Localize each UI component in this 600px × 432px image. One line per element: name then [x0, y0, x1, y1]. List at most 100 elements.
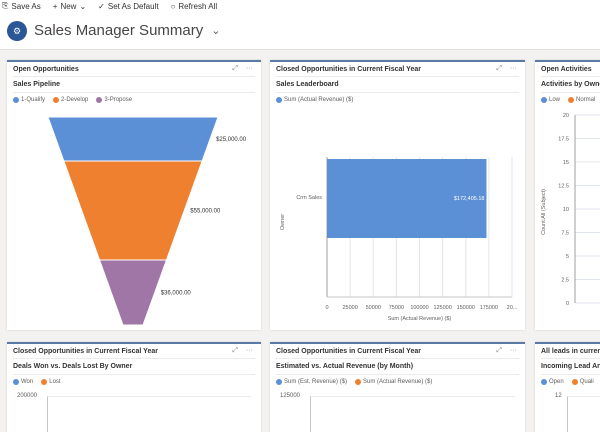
expand-icon[interactable]: ⤢	[232, 347, 238, 354]
title-row: Sales Manager Summary ⌄	[34, 22, 220, 39]
legend-dot-icon	[541, 379, 547, 385]
legend-dot-icon	[568, 97, 575, 103]
legend-item[interactable]: Normal	[568, 97, 595, 103]
expand-icon[interactable]: ⤢	[496, 347, 502, 354]
legend-dot-icon	[53, 97, 60, 103]
legend-dot-icon	[41, 379, 48, 385]
dashboard-card: Closed Opportunities in Current Fiscal Y…	[270, 60, 525, 330]
data-label: $55,000.00	[190, 209, 221, 215]
legend-item[interactable]: Won	[13, 379, 33, 385]
dashboard-selector-chevron-icon[interactable]: ⌄	[211, 25, 221, 37]
divider	[13, 92, 255, 93]
legend-item[interactable]: Quali	[571, 379, 594, 385]
chart-title: Sales Pipeline	[13, 81, 61, 88]
y-category-label: Crm Sales	[296, 195, 322, 201]
x-tick-label: 150000	[457, 305, 475, 311]
legend-item[interactable]: 2-Develop	[53, 97, 88, 103]
dashboard-icon: ⚙	[7, 21, 27, 41]
divider	[541, 358, 600, 359]
y-tick-label: 12	[555, 393, 562, 399]
set-as-default-button[interactable]: ✓ Set As Default	[98, 1, 159, 11]
chart-title: Incoming Lead Ana	[541, 363, 600, 370]
chart: $25,000.00 $55,000.00 $36,000.00	[47, 116, 247, 326]
legend-item[interactable]: Low	[541, 97, 560, 103]
y-tick-label: 0	[566, 301, 569, 307]
chart-axis	[567, 396, 600, 432]
chart-axis	[47, 396, 251, 432]
save-as-icon: ⎘	[2, 1, 9, 10]
y-tick-label: 10	[563, 207, 569, 213]
legend-item[interactable]: Sum (Est. Revenue) ($)	[276, 379, 347, 385]
data-label: $25,000.00	[216, 137, 247, 143]
check-icon: ✓	[98, 1, 105, 11]
legend-dot-icon	[571, 379, 578, 385]
x-tick-label: 175000	[480, 305, 498, 311]
legend-dot-icon	[355, 379, 362, 385]
divider	[541, 76, 600, 77]
card-header: Open Activities	[541, 66, 592, 73]
more-options-icon[interactable]: ···	[510, 347, 517, 354]
y-tick-label: 17.5	[558, 137, 569, 143]
more-options-icon[interactable]: ···	[246, 65, 253, 72]
x-tick-label: 0	[325, 305, 328, 311]
legend-item[interactable]: Open	[541, 379, 564, 385]
chart-legend: Won Lost	[13, 379, 61, 385]
legend-dot-icon	[541, 97, 547, 103]
chart	[270, 344, 525, 432]
new-button[interactable]: + New ⌄	[52, 1, 87, 11]
chart	[7, 344, 261, 432]
y-tick-label: 125000	[280, 393, 301, 399]
divider	[541, 374, 600, 375]
chart-legend: Sum (Actual Revenue) ($)	[276, 97, 353, 103]
card-header: Closed Opportunities in Current Fiscal Y…	[276, 348, 421, 355]
divider	[276, 374, 519, 375]
divider	[541, 92, 600, 93]
chart-title: Sales Leaderboard	[276, 81, 339, 88]
expand-icon[interactable]: ⤢	[232, 65, 238, 72]
x-tick-label: 20...	[507, 305, 518, 311]
chart-legend: 1-Qualify 2-Develop 3-Propose	[13, 97, 132, 103]
legend-item[interactable]: Lost	[41, 379, 61, 385]
funnel-segment	[47, 116, 219, 162]
chart: 0 25000 50000 75000 100000 125000 150000 175000…	[280, 157, 518, 322]
refresh-all-button[interactable]: ○ Refresh All	[170, 1, 218, 11]
more-options-icon[interactable]: ···	[246, 347, 253, 354]
command-bar: ⎘ Save As + New ⌄ ✓ Set As Default ○ Refresh …	[0, 0, 600, 12]
x-tick-label: 25000	[342, 305, 357, 311]
y-axis-title: Owner	[280, 214, 286, 230]
y-tick-label: 200000	[17, 393, 38, 399]
more-options-icon[interactable]: ···	[510, 65, 517, 72]
card-header: Open Opportunities	[13, 66, 79, 73]
x-tick-label: 50000	[366, 305, 381, 311]
legend-item[interactable]: 3-Propose	[96, 97, 132, 103]
chart-axis	[310, 396, 515, 432]
chart: 0 2.5 5 7.5 10 12.5 15 17.5 20 Count:All (Subject…	[541, 113, 600, 307]
divider	[276, 358, 519, 359]
bar-value-label: $172,405.18	[454, 196, 485, 202]
save-as-button[interactable]: ⎘ Save As	[2, 1, 41, 11]
data-label: $36,000.00	[161, 291, 192, 297]
y-tick-label: 2.5	[561, 278, 569, 284]
divider	[13, 76, 255, 77]
x-tick-label: 125000	[433, 305, 451, 311]
legend-item[interactable]: 1-Qualify	[13, 97, 45, 103]
y-tick-label: 20	[563, 113, 569, 119]
funnel-segment	[63, 160, 203, 261]
x-tick-label: 100000	[410, 305, 428, 311]
dashboard-card: Closed Opportunities in Current Fiscal Y…	[7, 342, 261, 432]
divider	[276, 76, 519, 77]
chevron-down-icon[interactable]: ⌄	[79, 1, 87, 11]
divider	[13, 374, 255, 375]
dashboard-card: Closed Opportunities in Current Fiscal Y…	[270, 342, 525, 432]
dashboard-header: ⚙ Sales Manager Summary ⌄	[0, 12, 600, 50]
legend-dot-icon	[13, 97, 19, 103]
bar	[327, 159, 487, 238]
legend-item[interactable]: Sum (Actual Revenue) ($)	[276, 97, 353, 103]
chart-legend: Low Normal	[541, 97, 595, 103]
x-axis-title: Sum (Actual Revenue) ($)	[388, 316, 452, 322]
legend-item[interactable]: Sum (Actual Revenue) ($)	[355, 379, 432, 385]
y-tick-label: 7.5	[561, 231, 569, 237]
chart-title: Activities by Owner	[541, 81, 600, 88]
expand-icon[interactable]: ⤢	[496, 65, 502, 72]
legend-dot-icon	[276, 97, 282, 103]
